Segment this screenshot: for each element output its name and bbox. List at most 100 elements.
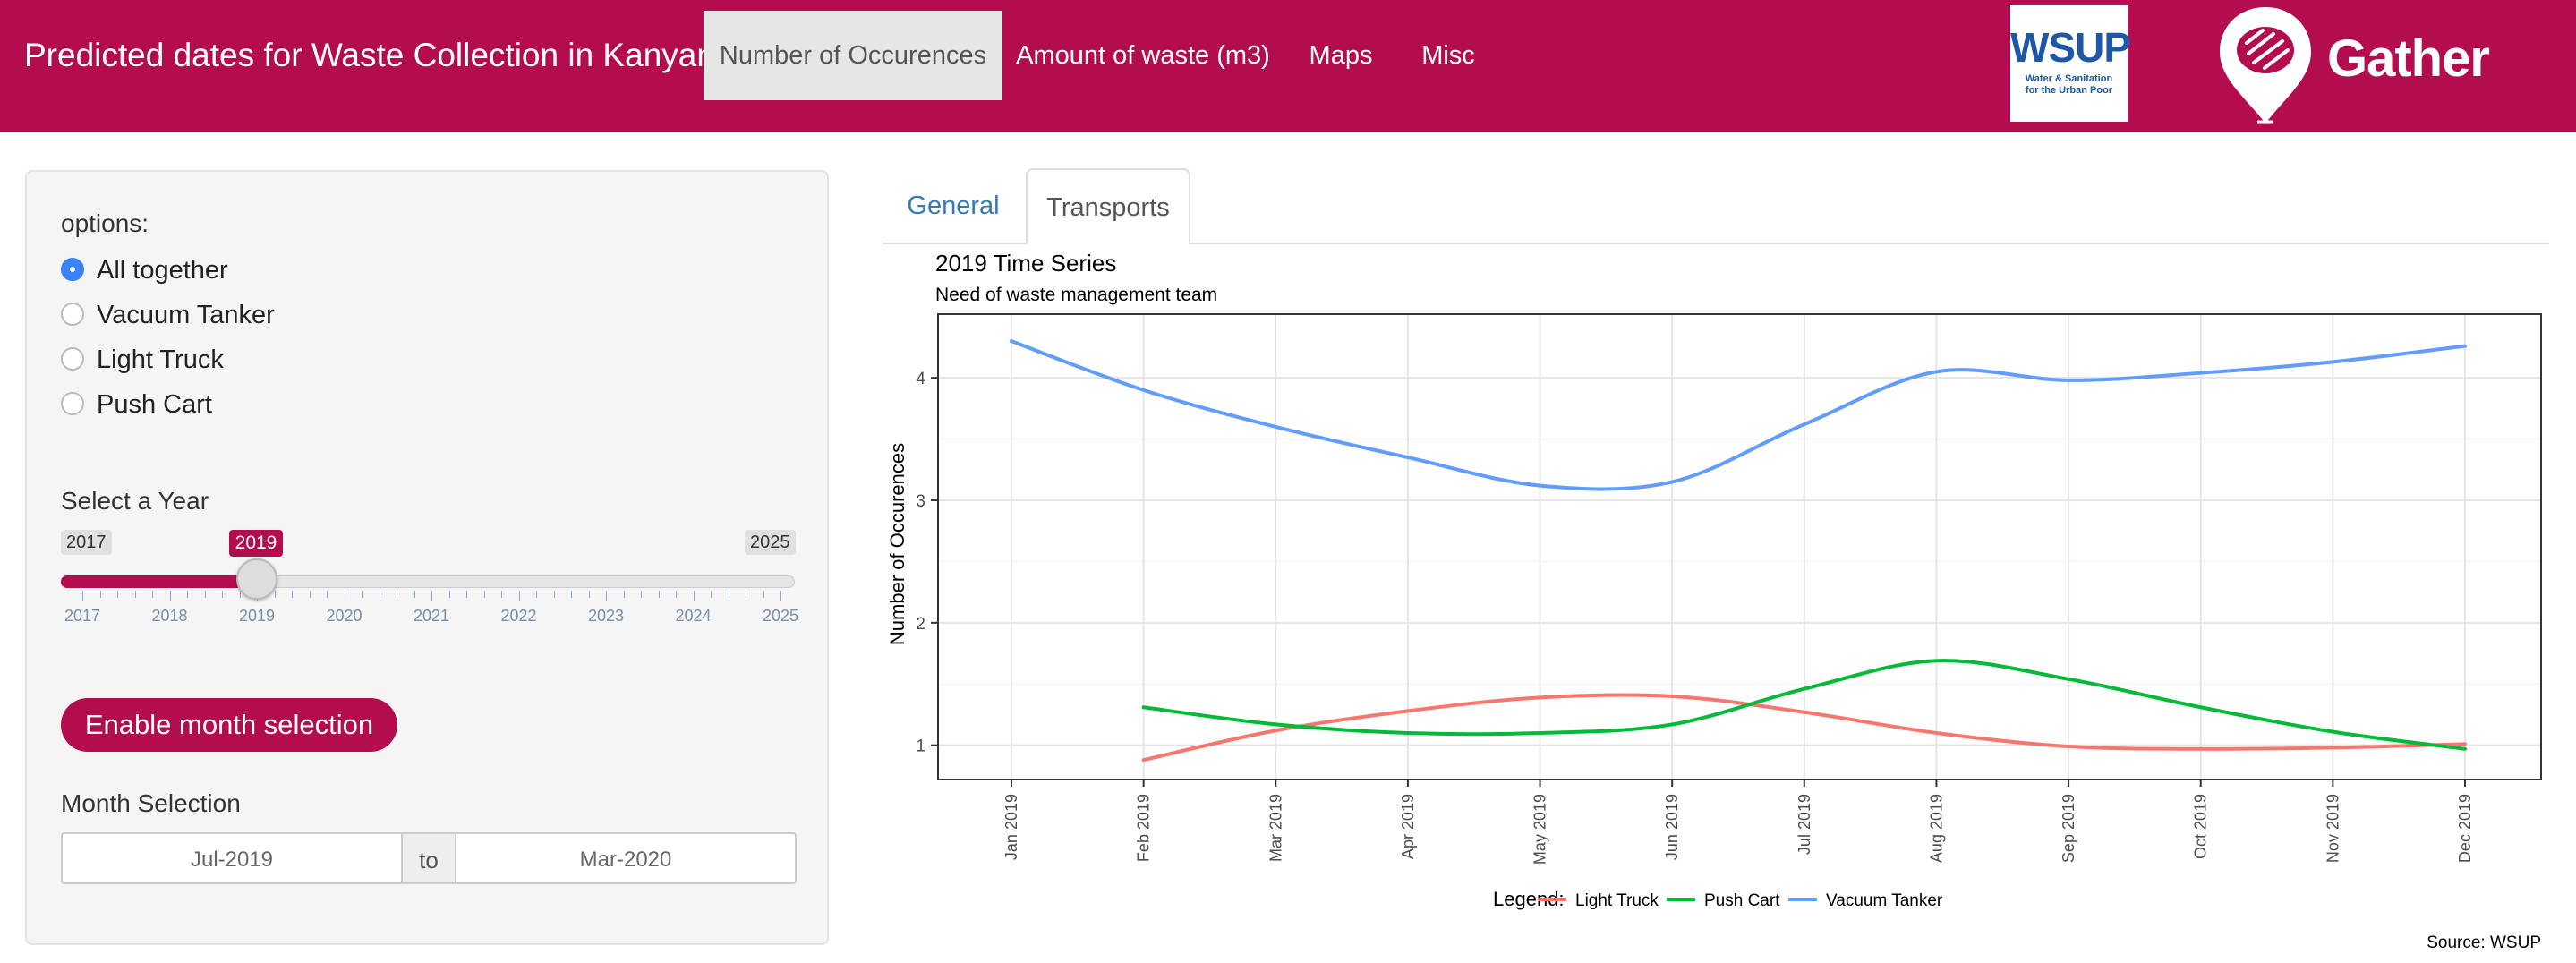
slider-tick (327, 591, 328, 598)
gather-pin-icon (2220, 7, 2311, 124)
option-label: Push Cart (97, 390, 212, 419)
nav-tab-amount-of-waste[interactable]: Amount of waste (m3) (1016, 41, 1270, 70)
radio-light-truck[interactable] (61, 347, 84, 371)
slider-tick-label: 2017 (64, 607, 101, 625)
x-tick-label: May 2019 (1531, 794, 1549, 865)
nav-tab-misc[interactable]: Misc (1421, 41, 1475, 70)
year-slider-max: 2025 (745, 530, 796, 555)
slider-tick (658, 591, 660, 598)
month-range-separator: to (403, 832, 455, 884)
slider-tick (641, 591, 642, 598)
slider-tick (536, 591, 537, 598)
slider-tick (466, 591, 467, 598)
y-tick-label: 4 (916, 370, 925, 388)
option-label: All together (97, 256, 228, 285)
slider-tick (274, 591, 276, 598)
chart-caption: Source: WSUP (2427, 933, 2541, 952)
app-title: Predicted dates for Waste Collection in … (24, 37, 743, 73)
x-tick-label: Jun 2019 (1663, 794, 1681, 860)
slider-tick (763, 591, 764, 598)
chart-title: 2019 Time Series (935, 250, 1116, 277)
slider-tick (448, 591, 450, 598)
slider-tick-label: 2020 (326, 607, 363, 625)
month-selection-label: Month Selection (61, 789, 241, 817)
chart-grid (931, 314, 2541, 787)
slider-tick (187, 591, 188, 598)
year-slider-min: 2017 (61, 530, 112, 555)
chart-series-lines (1010, 339, 2467, 763)
slider-tick-label: 2021 (413, 607, 450, 625)
series-line-light-truck (1141, 693, 2467, 763)
x-tick-label: Sep 2019 (2060, 794, 2077, 863)
y-tick-label: 2 (916, 615, 925, 634)
slider-tick (222, 591, 223, 598)
time-series-chart: 2019 Time Series Need of waste managemen… (886, 250, 2542, 952)
x-tick-label: Apr 2019 (1399, 794, 1417, 859)
tab-transports[interactable]: Transports (1026, 168, 1190, 245)
x-tick-label: Aug 2019 (1927, 794, 1945, 863)
series-line-push-cart (1141, 659, 2467, 751)
radio-all-together[interactable] (61, 258, 84, 281)
x-tick-label: Dec 2019 (2456, 794, 2474, 863)
slider-tick (169, 591, 171, 601)
nav-tab-number-of-occurences[interactable]: Number of Occurences (704, 11, 1002, 100)
wsup-logo-subtitle-line-2: for the Urban Poor (2025, 85, 2113, 96)
wsup-logo-title: WSUP (2010, 24, 2131, 71)
slider-tick-label: 2024 (675, 607, 712, 625)
x-axis-tick-labels: Jan 2019 Feb 2019 Mar 2019 Apr 2019 May 2019… (1002, 794, 2474, 865)
sidebar-panel: options: All together Vacuum Tanker Ligh… (25, 170, 829, 945)
slider-tick (711, 591, 712, 598)
legend-label-push-cart: Push Cart (1704, 891, 1780, 910)
slider-tick (362, 591, 363, 598)
slider-tick (588, 591, 590, 598)
option-label: Light Truck (97, 345, 224, 374)
slider-tick-label: 2022 (500, 607, 537, 625)
slider-tick (780, 591, 781, 601)
slider-tick (414, 591, 415, 598)
slider-tick (693, 591, 695, 601)
slider-tick (518, 591, 520, 601)
y-axis-tick-labels: 1 2 3 4 (916, 370, 925, 756)
radio-vacuum-tanker[interactable] (61, 303, 84, 326)
nav-tab-maps[interactable]: Maps (1309, 41, 1373, 70)
wsup-logo: WSUP Water & Sanitation for the Urban Po… (2010, 5, 2131, 122)
slider-tick (571, 591, 572, 598)
slider-tick (204, 591, 206, 598)
month-from-input[interactable]: Jul-2019 (61, 832, 403, 884)
option-label: Vacuum Tanker (97, 301, 275, 329)
slider-tick (623, 591, 625, 598)
slider-tick (82, 591, 83, 601)
tab-bar-border (883, 243, 2549, 244)
chart-subtitle: Need of waste management team (935, 285, 1217, 305)
slider-tick-label: 2025 (762, 607, 799, 625)
y-tick-label: 3 (916, 492, 925, 511)
wsup-logo-subtitle-line-1: Water & Sanitation (2025, 73, 2113, 84)
y-tick-label: 1 (916, 737, 925, 756)
gather-logo-text: Gather (2327, 30, 2490, 88)
slider-tick-label: 2023 (587, 607, 625, 625)
tab-general[interactable]: General (907, 192, 1000, 220)
legend-label-vacuum-tanker: Vacuum Tanker (1826, 891, 1943, 910)
navbar: Predicted dates for Waste Collection in … (0, 0, 2576, 132)
enable-month-selection-button[interactable]: Enable month selection (61, 698, 397, 752)
slider-tick (309, 591, 311, 598)
chart-legend: Legend: Light Truck Push Cart Vacuum Tanke… (1493, 888, 1943, 910)
x-tick-label: Mar 2019 (1267, 794, 1284, 862)
slider-tick (431, 591, 432, 601)
month-to-input[interactable]: Mar-2020 (455, 832, 797, 884)
x-tick-label: Nov 2019 (2324, 794, 2341, 863)
year-label: Select a Year (61, 487, 209, 515)
x-tick-label: Jul 2019 (1796, 794, 1813, 855)
radio-push-cart[interactable] (61, 392, 84, 415)
slider-tick (117, 591, 118, 598)
legend-label-light-truck: Light Truck (1575, 891, 1659, 910)
year-slider-handle[interactable] (236, 558, 277, 600)
series-line-vacuum-tanker (1010, 339, 2467, 491)
slider-tick (676, 591, 677, 598)
slider-tick (292, 591, 293, 598)
year-slider-fill (61, 575, 254, 588)
y-axis-label: Number of Occurences (886, 443, 908, 645)
x-tick-label: Oct 2019 (2192, 794, 2210, 859)
slider-tick-label: 2019 (238, 607, 276, 625)
options-label: options: (61, 209, 149, 237)
